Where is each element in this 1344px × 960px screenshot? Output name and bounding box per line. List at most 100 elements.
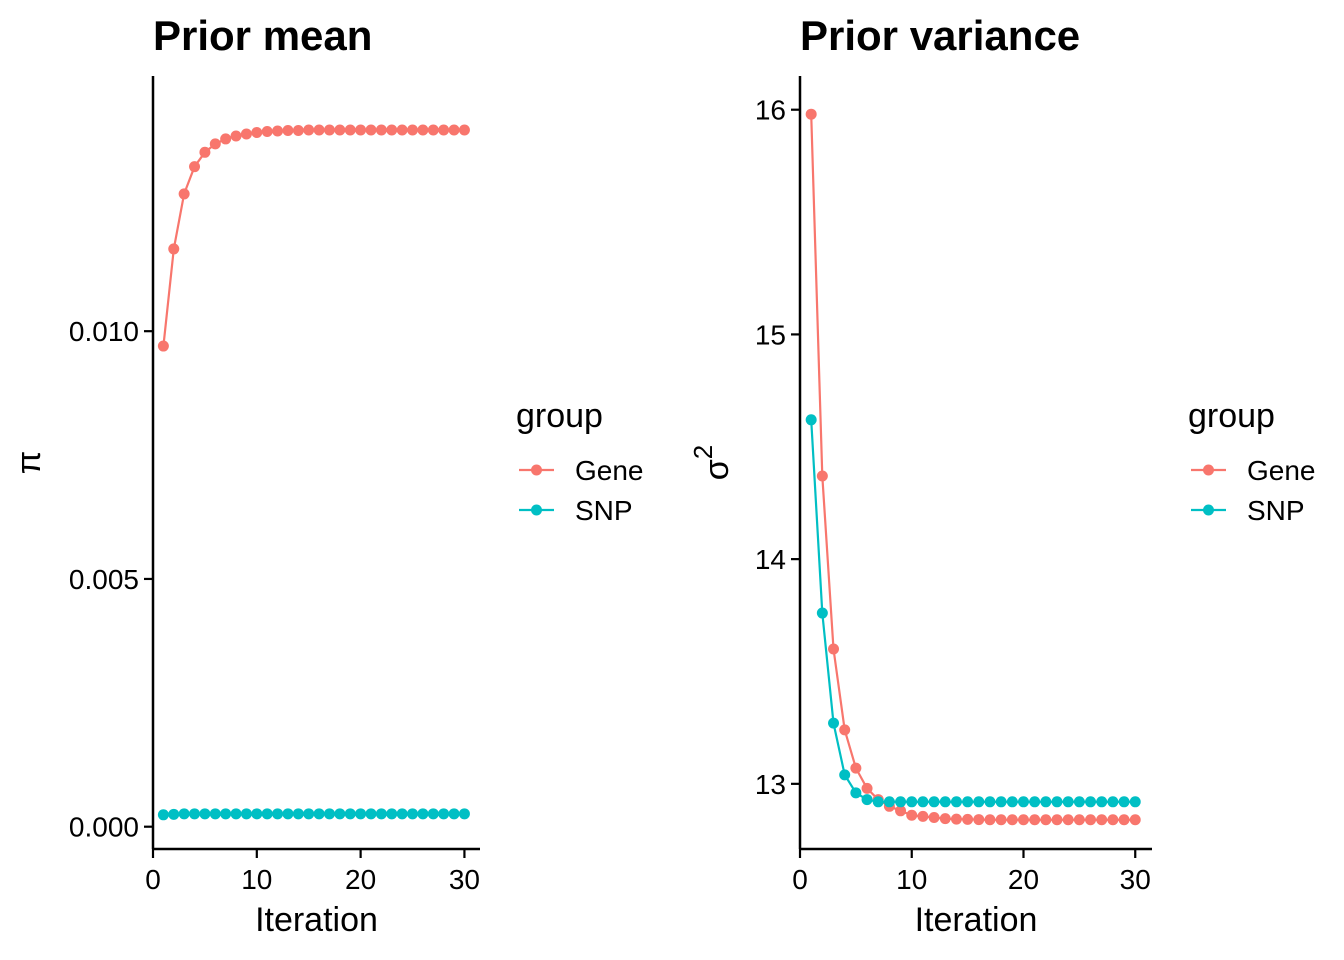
data-point — [313, 808, 325, 820]
series-gene — [157, 124, 470, 352]
y-tick-label: 0.000 — [69, 812, 139, 843]
series-snp — [805, 414, 1141, 808]
data-point — [883, 796, 895, 808]
x-tick-label: 20 — [345, 864, 376, 895]
data-point — [1051, 814, 1063, 826]
data-point — [365, 808, 377, 820]
data-point — [973, 796, 985, 808]
data-point — [375, 124, 387, 136]
data-point — [906, 809, 918, 821]
data-point — [984, 814, 996, 826]
data-point — [355, 124, 367, 136]
data-point — [303, 808, 315, 820]
data-point — [458, 124, 470, 136]
data-point — [850, 787, 862, 799]
data-point — [386, 124, 398, 136]
data-point — [1040, 796, 1052, 808]
data-point — [157, 340, 169, 352]
legend-title: group — [1188, 397, 1275, 435]
data-point — [157, 809, 169, 821]
x-tick-label: 20 — [1008, 864, 1039, 895]
data-point — [1096, 796, 1108, 808]
data-point — [928, 796, 940, 808]
data-point — [417, 124, 429, 136]
data-point — [199, 146, 211, 158]
data-point — [1107, 814, 1119, 826]
y-tick-label: 15 — [755, 319, 786, 350]
data-point — [1107, 796, 1119, 808]
data-point — [1129, 814, 1141, 826]
data-point — [1017, 796, 1029, 808]
data-point — [828, 717, 840, 729]
panel-1: Prior variance 13 14 15 16 0 10 20 30 Iteration σ2… — [688, 12, 1316, 939]
legend-key-point — [531, 464, 542, 476]
data-point — [427, 124, 439, 136]
data-point — [292, 808, 304, 820]
data-point — [427, 808, 439, 820]
data-point — [1062, 796, 1074, 808]
legend: group Gene SNP — [516, 397, 644, 526]
y-tick-label: 0.010 — [69, 316, 139, 347]
x-tick-label: 0 — [792, 864, 808, 895]
data-point — [962, 813, 974, 825]
data-point — [1096, 814, 1108, 826]
panel-title: Prior mean — [153, 12, 372, 59]
data-point — [973, 814, 985, 826]
data-point — [344, 124, 356, 136]
data-point — [448, 808, 460, 820]
data-point — [334, 808, 346, 820]
data-point — [984, 796, 996, 808]
data-point — [1029, 814, 1041, 826]
data-point — [365, 124, 377, 136]
data-point — [939, 796, 951, 808]
data-point — [448, 124, 460, 136]
data-point — [1129, 796, 1141, 808]
data-point — [995, 796, 1007, 808]
data-point — [438, 124, 450, 136]
data-point — [928, 812, 940, 824]
data-point — [407, 124, 419, 136]
data-point — [950, 813, 962, 825]
data-point — [861, 782, 873, 794]
data-point — [1073, 796, 1085, 808]
data-point — [261, 808, 273, 820]
data-point — [895, 805, 907, 817]
data-point — [189, 161, 201, 173]
data-point — [261, 125, 273, 137]
x-axis-title: Iteration — [255, 901, 378, 939]
data-point — [828, 643, 840, 655]
data-point — [995, 814, 1007, 826]
y-axis-title: σ2 — [688, 445, 736, 480]
data-point — [334, 124, 346, 136]
data-point — [1118, 796, 1130, 808]
data-point — [438, 808, 450, 820]
data-point — [303, 124, 315, 136]
data-point — [1062, 814, 1074, 826]
data-point — [1085, 796, 1097, 808]
data-point — [375, 808, 387, 820]
data-point — [292, 125, 304, 137]
data-point — [962, 796, 974, 808]
data-point — [168, 808, 180, 820]
data-point — [230, 808, 242, 820]
data-point — [850, 762, 862, 774]
legend-key-point — [531, 504, 542, 516]
data-point — [313, 124, 325, 136]
panel-title: Prior variance — [800, 12, 1080, 59]
data-point — [240, 128, 252, 140]
data-point — [839, 769, 851, 781]
data-point — [220, 133, 232, 145]
series-line-gene — [810, 114, 1136, 821]
legend-key-point — [1203, 464, 1214, 476]
y-axis-title-superscript: 2 — [688, 445, 718, 459]
legend-title: group — [516, 397, 603, 435]
data-point — [230, 130, 242, 142]
data-point — [209, 808, 221, 820]
data-point — [323, 124, 335, 136]
legend-label: Gene — [575, 455, 644, 486]
legend-label: SNP — [1247, 495, 1305, 526]
data-point — [189, 808, 201, 820]
data-point — [895, 796, 907, 808]
data-point — [209, 138, 221, 150]
series-line-snp — [810, 419, 1136, 803]
